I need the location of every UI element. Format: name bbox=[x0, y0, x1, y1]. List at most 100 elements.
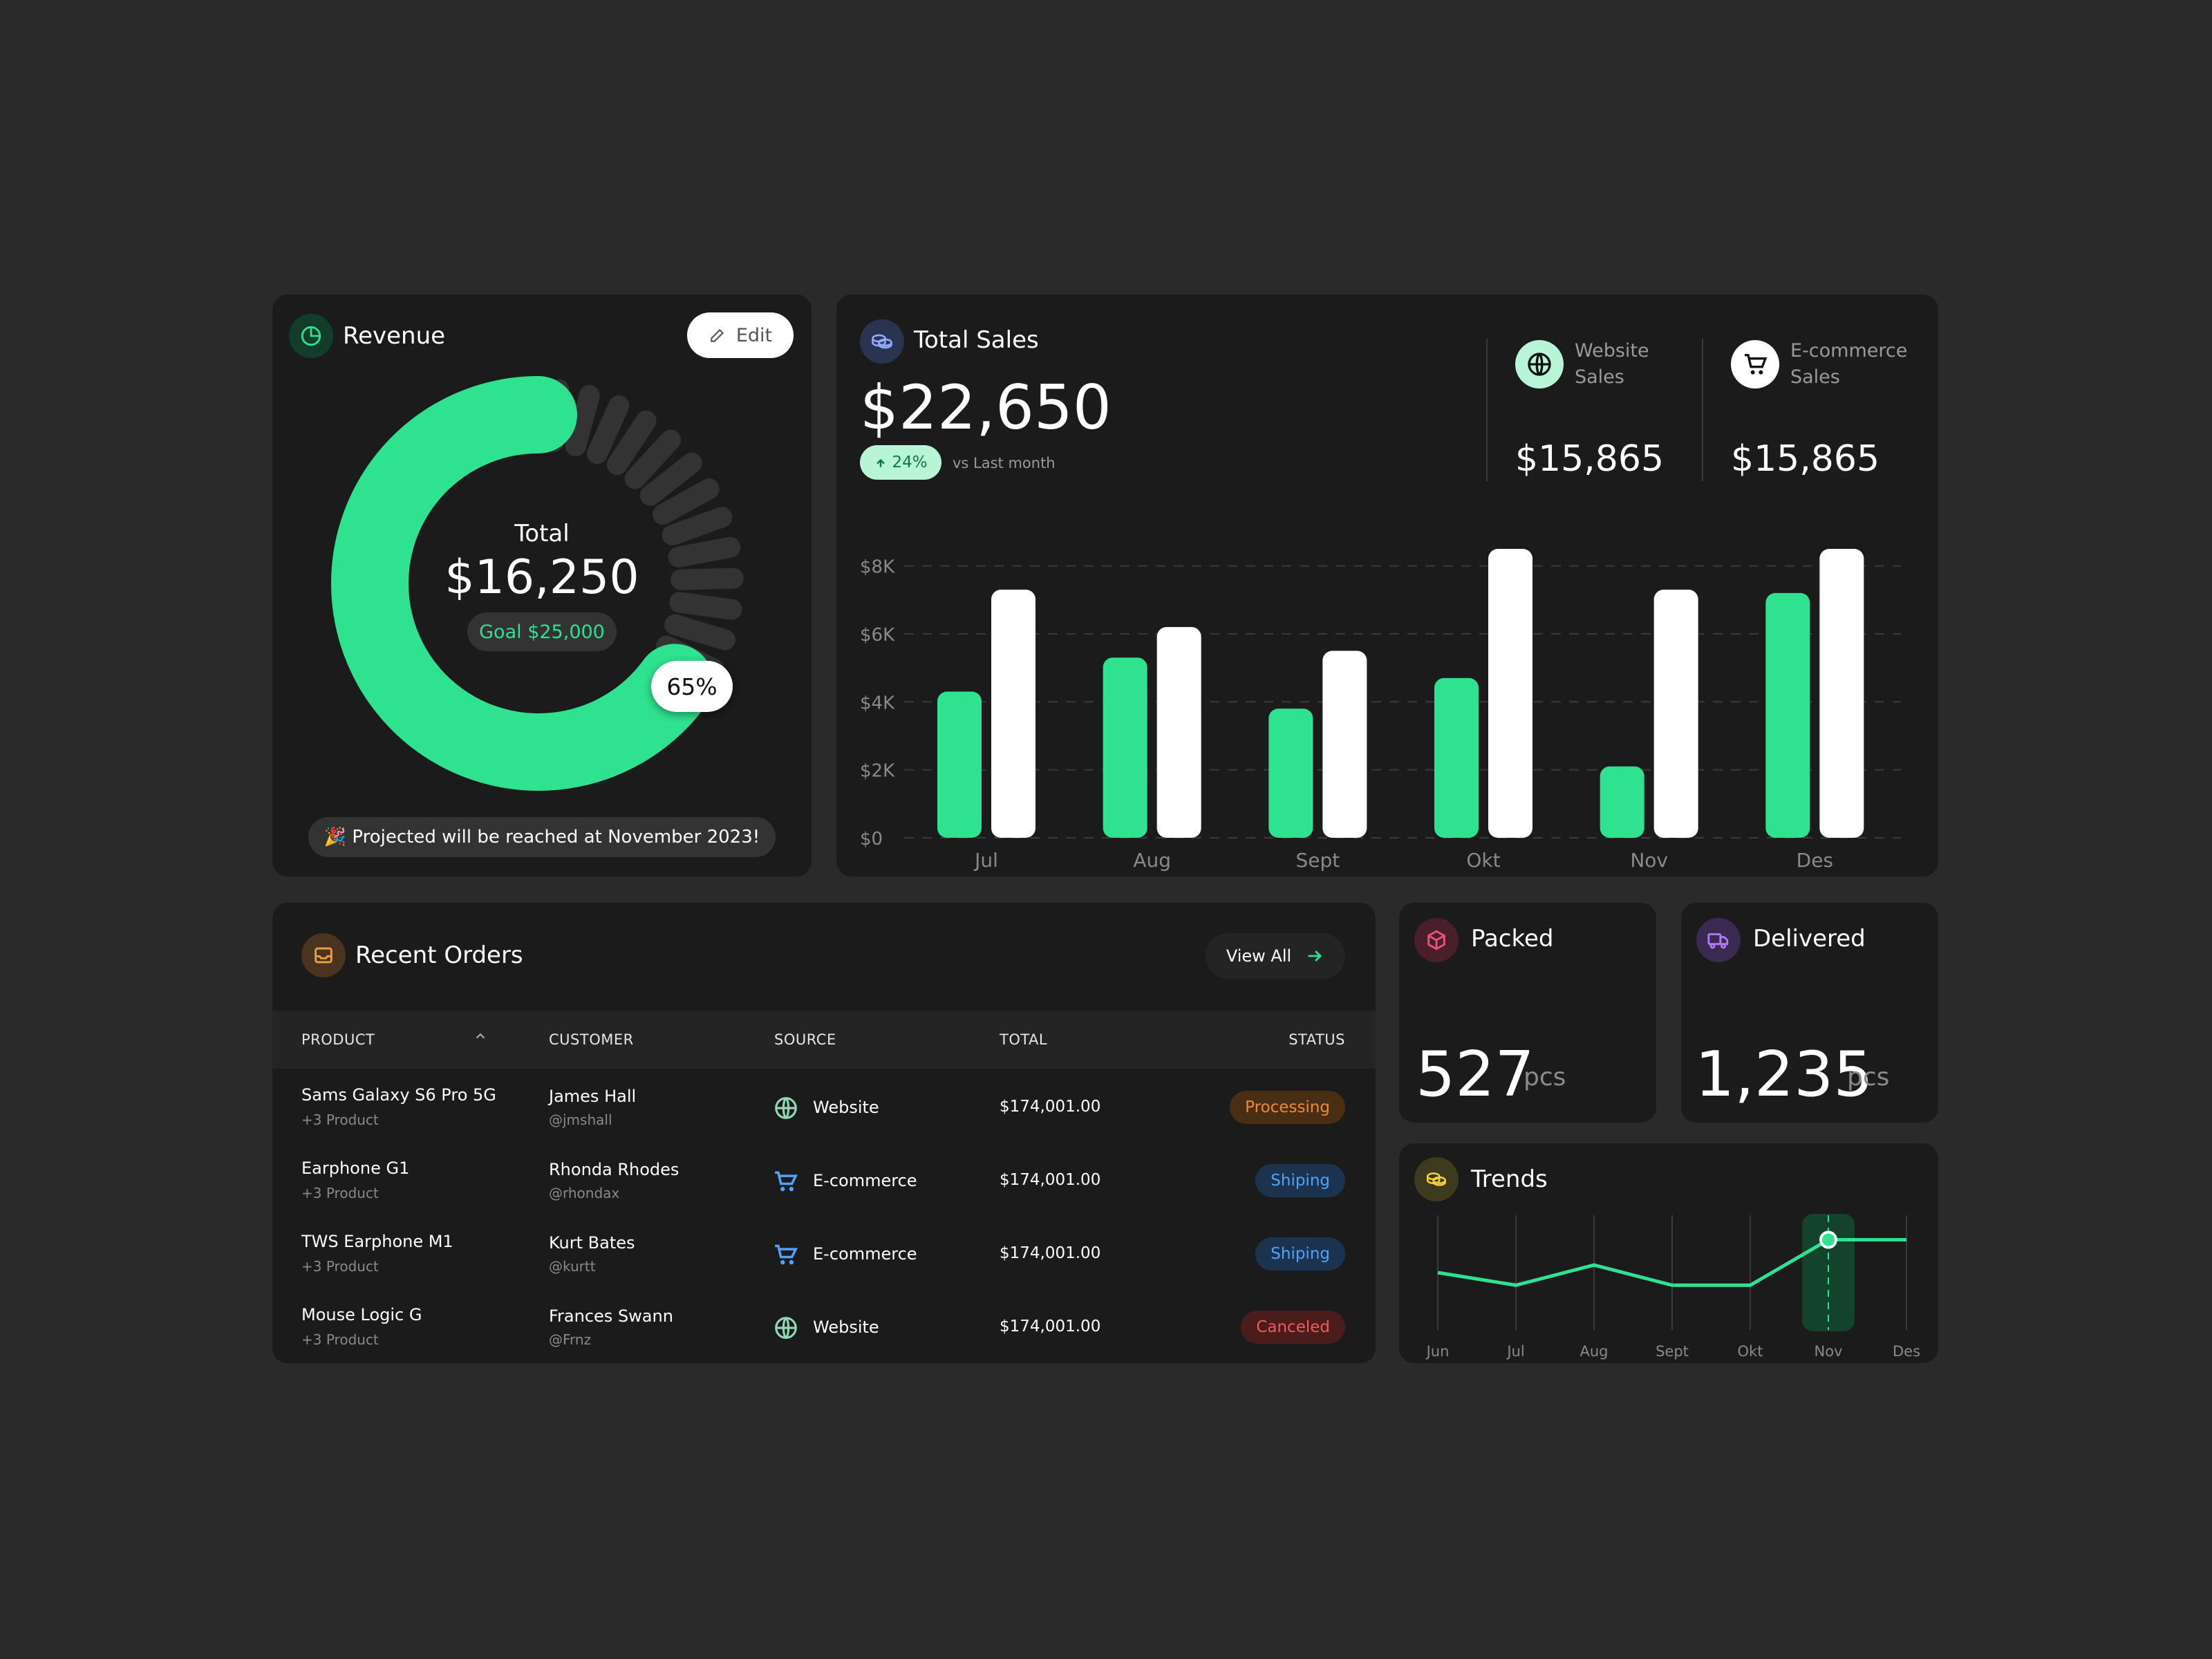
bar[interactable] bbox=[937, 691, 982, 838]
divider bbox=[1486, 339, 1488, 481]
bar[interactable] bbox=[1653, 590, 1698, 838]
delivered-card: Delivered 1,235 pcs bbox=[1681, 903, 1938, 1123]
product-sub: +3 Product bbox=[301, 1185, 379, 1201]
trends-title: Trends bbox=[1471, 1165, 1548, 1193]
order-total: $174,001.00 bbox=[1000, 1244, 1101, 1262]
donut-remaining-segment bbox=[639, 452, 702, 506]
donut-remaining-segment bbox=[668, 536, 741, 568]
x-tick-label: Jul bbox=[973, 849, 998, 872]
bar[interactable] bbox=[1156, 627, 1201, 838]
revenue-donut bbox=[331, 376, 744, 791]
customer-name: Frances Swann bbox=[549, 1306, 673, 1326]
sales-bar-chart: $8K $6K $4K $2K $0 Jul Aug Sept Okt Nov Des bbox=[860, 549, 1901, 872]
product-sub: +3 Product bbox=[301, 1112, 379, 1128]
arrow-right-icon bbox=[1308, 950, 1322, 962]
change-badge: 24% bbox=[860, 445, 941, 480]
packed-unit: pcs bbox=[1524, 1063, 1566, 1091]
trends-card: Trends Jun Jul Aug Sept Okt Nov Des bbox=[1399, 1143, 1938, 1363]
donut-remaining-segment bbox=[669, 592, 742, 620]
view-all-label: View All bbox=[1226, 946, 1292, 966]
x-tick-label: Aug bbox=[1580, 1343, 1608, 1360]
donut-remaining-segment bbox=[662, 507, 733, 546]
customer-handle: @kurtt bbox=[549, 1258, 596, 1275]
cart-icon bbox=[1731, 340, 1779, 388]
change-value: 24% bbox=[892, 453, 928, 471]
table-row[interactable]: TWS Earphone M1 +3 Product Kurt Bates @k… bbox=[272, 1218, 1376, 1291]
change-caption: vs Last month bbox=[953, 455, 1056, 471]
globe-icon bbox=[773, 1095, 799, 1121]
sort-icon[interactable] bbox=[473, 1029, 489, 1045]
order-total: $174,001.00 bbox=[1000, 1171, 1101, 1189]
bar[interactable] bbox=[1765, 592, 1810, 838]
view-all-button[interactable]: View All bbox=[1206, 933, 1345, 979]
edit-button[interactable]: Edit bbox=[687, 312, 794, 358]
table-row[interactable]: Mouse Logic G +3 Product Frances Swann @… bbox=[272, 1291, 1376, 1363]
bar[interactable] bbox=[1434, 677, 1479, 838]
bar[interactable] bbox=[1600, 766, 1644, 838]
total-value: $16,250 bbox=[444, 550, 639, 605]
ecommerce-sales-label-2: Sales bbox=[1790, 366, 1840, 388]
status-badge: Processing bbox=[1230, 1091, 1345, 1124]
customer-handle: @jmshall bbox=[549, 1112, 612, 1128]
pie-chart-icon bbox=[289, 314, 333, 358]
table-row[interactable]: Sams Galaxy S6 Pro 5G +3 Product James H… bbox=[272, 1071, 1376, 1145]
goal-badge: Goal $25,000 bbox=[467, 612, 617, 651]
percent-badge: 65% bbox=[651, 661, 733, 712]
x-tick-label: Des bbox=[1797, 849, 1833, 872]
coins-icon bbox=[1414, 1157, 1459, 1201]
bar[interactable] bbox=[1103, 657, 1147, 838]
total-sales-title: Total Sales bbox=[914, 326, 1039, 354]
packed-value: 527 bbox=[1416, 1038, 1535, 1111]
order-total: $174,001.00 bbox=[1000, 1318, 1101, 1335]
delivered-unit: pcs bbox=[1847, 1063, 1890, 1091]
total-label: Total bbox=[514, 520, 570, 547]
customer-name: Kurt Bates bbox=[549, 1233, 635, 1253]
x-tick-label: Okt bbox=[1466, 849, 1500, 872]
bar[interactable] bbox=[991, 590, 1035, 838]
col-source: SOURCE bbox=[774, 1031, 836, 1048]
donut-remaining-segment bbox=[586, 395, 630, 465]
source-name: E-commerce bbox=[813, 1244, 917, 1264]
y-tick-label: $0 bbox=[860, 829, 883, 850]
customer-name: Rhonda Rhodes bbox=[549, 1160, 679, 1179]
customer-handle: @Frnz bbox=[549, 1331, 592, 1348]
col-product[interactable]: PRODUCT bbox=[301, 1031, 375, 1048]
product-name: Earphone G1 bbox=[301, 1159, 410, 1178]
bar[interactable] bbox=[1322, 650, 1367, 838]
donut-remaining-segment bbox=[670, 568, 744, 590]
truck-icon bbox=[1696, 918, 1741, 962]
bar[interactable] bbox=[1488, 549, 1533, 838]
globe-icon bbox=[1515, 340, 1564, 388]
x-tick-label: Nov bbox=[1815, 1343, 1843, 1360]
table-header: PRODUCT CUSTOMER SOURCE TOTAL STATUS bbox=[272, 1011, 1376, 1069]
x-tick-label: Aug bbox=[1133, 849, 1171, 872]
y-tick-label: $4K bbox=[860, 693, 895, 713]
bar[interactable] bbox=[1819, 549, 1864, 838]
ecommerce-sales-label-1: E-commerce bbox=[1790, 340, 1908, 362]
table-row[interactable]: Earphone G1 +3 Product Rhonda Rhodes @rh… bbox=[272, 1145, 1376, 1218]
delivered-title: Delivered bbox=[1753, 925, 1866, 953]
y-tick-label: $8K bbox=[860, 557, 895, 578]
trend-point[interactable] bbox=[1819, 1230, 1837, 1249]
recent-orders-title: Recent Orders bbox=[355, 941, 523, 969]
source-name: E-commerce bbox=[813, 1171, 917, 1190]
product-sub: +3 Product bbox=[301, 1258, 379, 1275]
donut-remaining-segment bbox=[653, 478, 720, 525]
cart-icon bbox=[773, 1168, 799, 1194]
projection-banner: 🎉 Projected will be reached at November … bbox=[308, 817, 776, 857]
x-tick-label: Jun bbox=[1425, 1343, 1450, 1360]
packed-card: Packed 527 pcs bbox=[1399, 903, 1656, 1123]
revenue-title: Revenue bbox=[343, 322, 446, 350]
cart-icon bbox=[773, 1241, 799, 1268]
product-name: Sams Galaxy S6 Pro 5G bbox=[301, 1085, 496, 1105]
product-name: TWS Earphone M1 bbox=[301, 1232, 453, 1251]
x-tick-label: Sept bbox=[1295, 849, 1340, 872]
coins-icon bbox=[860, 319, 904, 364]
x-tick-label: Des bbox=[1893, 1343, 1920, 1360]
product-sub: +3 Product bbox=[301, 1331, 379, 1348]
order-total: $174,001.00 bbox=[1000, 1098, 1101, 1116]
donut-remaining-segment bbox=[624, 429, 682, 489]
ecommerce-sales-value: $15,865 bbox=[1731, 438, 1880, 480]
bar[interactable] bbox=[1268, 709, 1313, 838]
customer-name: James Hall bbox=[549, 1087, 637, 1106]
